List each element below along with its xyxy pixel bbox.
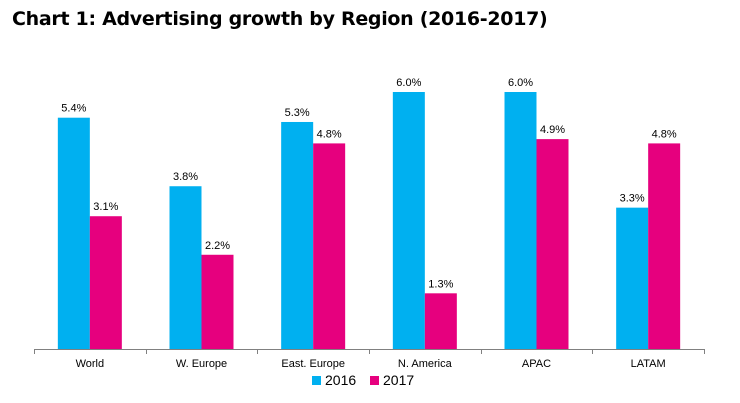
data-label: 6.0%: [508, 77, 533, 89]
legend-swatch-2017: [370, 376, 379, 385]
bar-2017-n-america: [424, 293, 457, 349]
data-label: 5.3%: [285, 107, 310, 119]
data-label: 4.9%: [540, 124, 565, 136]
bar-2016-w-europe: [169, 186, 202, 349]
bar-2017-latam: [648, 143, 681, 349]
chart-title: Chart 1: Advertising growth by Region (2…: [12, 8, 548, 30]
bar-2016-east-europe: [281, 121, 314, 349]
legend-label-2016: 2016: [325, 372, 356, 388]
bar-2017-apac: [536, 139, 569, 349]
bar-2016-world: [57, 117, 90, 349]
category-label: World: [76, 358, 105, 370]
category-label: APAC: [522, 358, 551, 370]
category-label: LATAM: [631, 358, 666, 370]
bar-2016-latam: [616, 207, 649, 349]
x-axis-ticks: [34, 349, 705, 354]
legend-swatch-2016: [312, 376, 321, 385]
data-label: 4.8%: [317, 128, 342, 140]
category-label: East. Europe: [281, 358, 345, 370]
data-label: 3.8%: [173, 171, 198, 183]
bar-2017-w-europe: [201, 254, 234, 349]
data-label: 4.8%: [652, 128, 677, 140]
category-labels-group: World W. Europe East. Europe N. America APAC…: [76, 358, 666, 370]
data-label: 3.3%: [620, 193, 645, 205]
data-label: 5.4%: [61, 103, 86, 115]
category-label: N. America: [398, 358, 453, 370]
bar-2016-apac: [504, 92, 537, 349]
value-labels-group: 5.4% 3.1% 3.8% 2.2% 5.3% 4.8% 6.0% 1.3% 6.0% 4.9%…: [61, 77, 677, 290]
data-label: 2.2%: [205, 240, 230, 252]
bars-group: [57, 92, 681, 349]
data-label: 6.0%: [396, 77, 421, 89]
legend: 2016 2017: [312, 372, 414, 388]
bar-2016-n-america: [392, 92, 425, 349]
data-label: 3.1%: [93, 201, 118, 213]
bar-2017-east-europe: [313, 143, 346, 349]
bar-2017-world: [89, 216, 122, 349]
legend-label-2017: 2017: [383, 372, 414, 388]
data-label: 1.3%: [428, 278, 453, 290]
category-label: W. Europe: [176, 358, 227, 370]
